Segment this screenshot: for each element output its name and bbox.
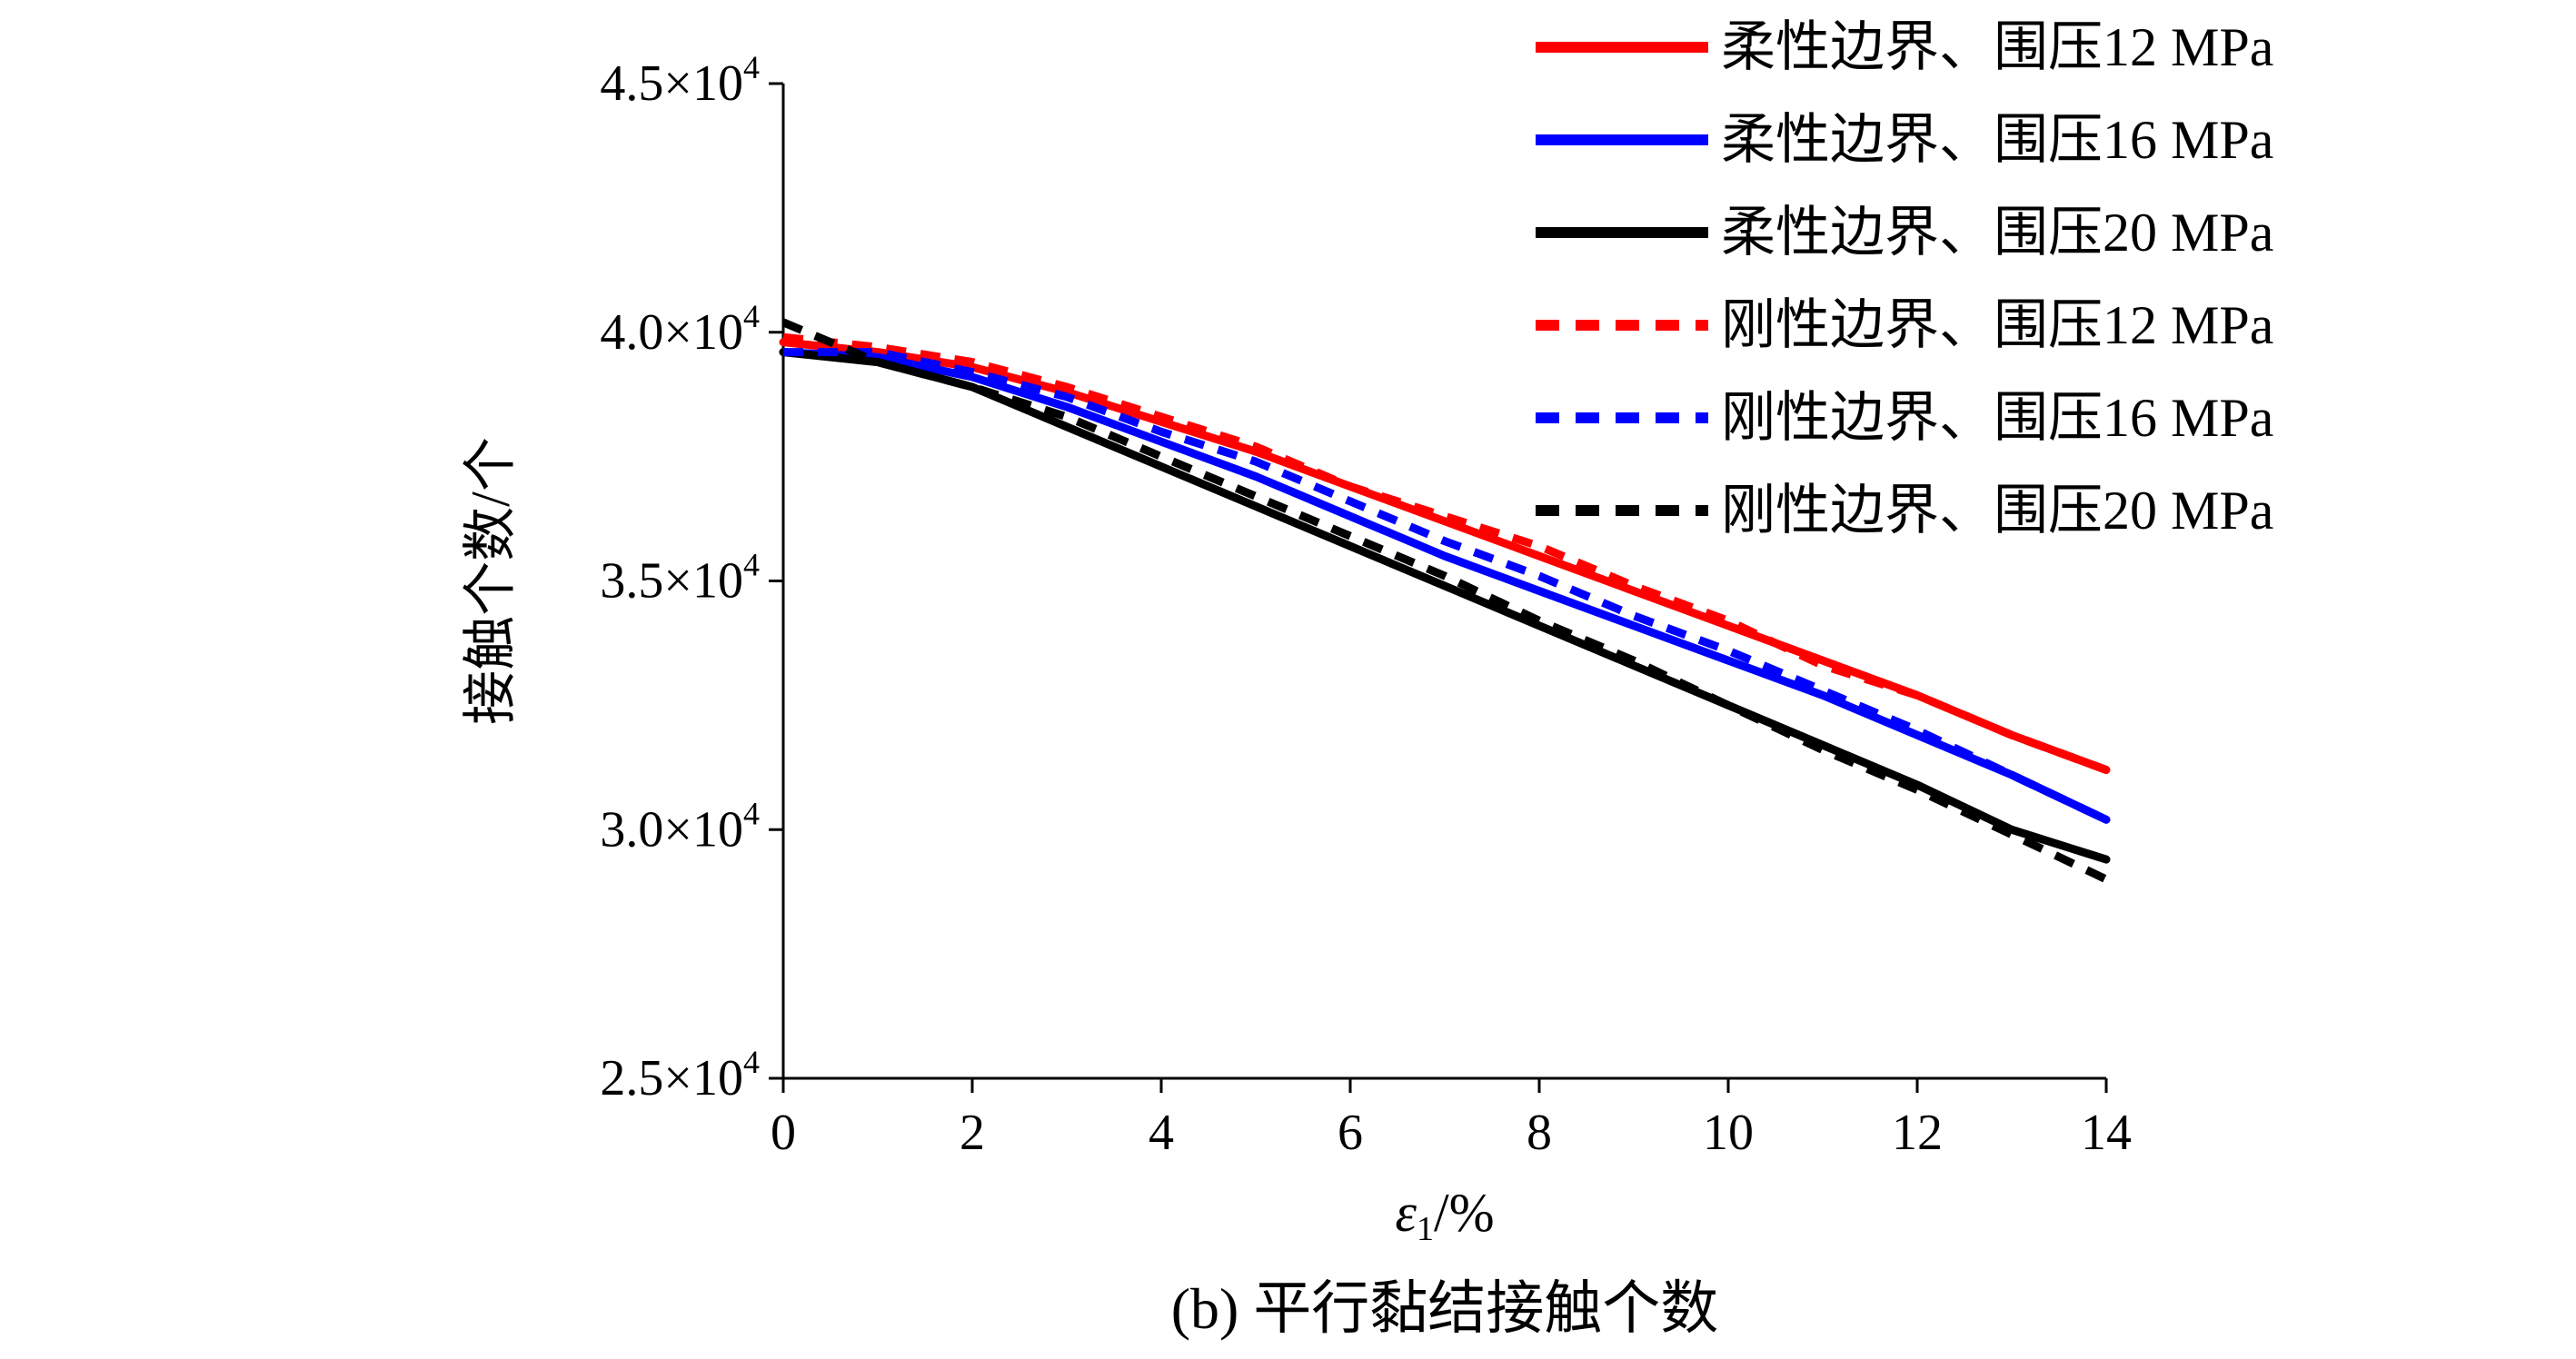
y-tick-label: 4.0×104 bbox=[600, 298, 760, 361]
legend-label-5: 刚性边界、围压16 MPa bbox=[1721, 388, 2273, 448]
series-line-2 bbox=[779, 348, 2111, 824]
y-tick-label: 2.5×104 bbox=[600, 1044, 760, 1106]
x-axis-title: ε1/% bbox=[1395, 1183, 1494, 1248]
x-tick-label: 12 bbox=[1892, 1105, 1943, 1161]
x-tick-label: 10 bbox=[1703, 1105, 1754, 1161]
axes: 2.5×104 3.0×104 3.5×104 4.0×104 4.5×104 0 2 4 6… bbox=[600, 49, 2132, 1161]
series-group bbox=[779, 318, 2111, 884]
legend-label-4: 刚性边界、围压12 MPa bbox=[1721, 295, 2273, 355]
series-line-3 bbox=[779, 348, 2111, 864]
caption: (b) 平行黏结接触个数 bbox=[1171, 1276, 1719, 1341]
x-tick-label: 4 bbox=[1149, 1105, 1174, 1161]
y-tick-label: 3.0×104 bbox=[600, 795, 760, 858]
y-axis-title: 接触个数/个 bbox=[461, 437, 521, 725]
x-tick-label: 8 bbox=[1527, 1105, 1552, 1161]
x-tick-label: 2 bbox=[960, 1105, 985, 1161]
legend: 柔性边界、围压12 MPa 柔性边界、围压16 MPa 柔性边界、围压20 MPa 刚… bbox=[1536, 17, 2273, 541]
legend-label-3: 柔性边界、围压20 MPa bbox=[1721, 203, 2273, 263]
x-tick-label: 14 bbox=[2081, 1105, 2132, 1161]
legend-label-6: 刚性边界、围压20 MPa bbox=[1721, 481, 2273, 541]
series-line-5 bbox=[783, 348, 2108, 824]
y-tick-label: 4.5×104 bbox=[600, 49, 760, 112]
x-axis-unit: /% bbox=[1434, 1183, 1495, 1243]
series-line-1 bbox=[779, 338, 2111, 774]
series-line-6 bbox=[781, 318, 2108, 884]
x-tick-label: 6 bbox=[1338, 1105, 1363, 1161]
legend-label-1: 柔性边界、围压12 MPa bbox=[1721, 17, 2273, 77]
series-line-4 bbox=[782, 332, 2108, 774]
x-axis-symbol: ε bbox=[1395, 1183, 1417, 1243]
y-tick-label: 3.5×104 bbox=[600, 547, 760, 610]
x-tick-label: 0 bbox=[771, 1105, 796, 1161]
x-axis-subscript: 1 bbox=[1417, 1210, 1434, 1248]
x-ticks: 0 2 4 6 8 10 12 14 bbox=[771, 1078, 2132, 1161]
y-ticks: 2.5×104 3.0×104 3.5×104 4.0×104 4.5×104 bbox=[600, 49, 783, 1106]
legend-label-2: 柔性边界、围压16 MPa bbox=[1721, 110, 2273, 170]
